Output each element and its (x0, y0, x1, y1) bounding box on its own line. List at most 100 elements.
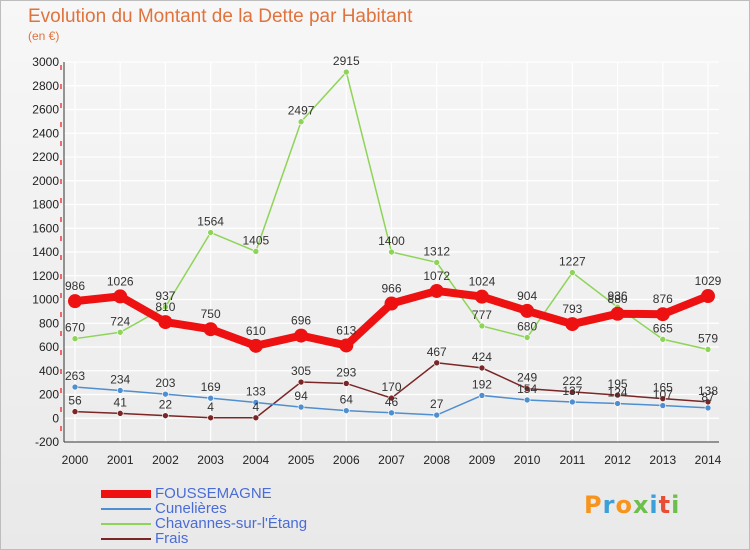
series-0-data-label: 880 (608, 292, 628, 306)
series-3-data-label: 293 (336, 365, 356, 379)
series-1-point (523, 396, 531, 404)
series-0-data-label: 966 (381, 282, 401, 296)
series-1-point (659, 402, 667, 409)
series-0-data-label: 986 (65, 279, 85, 293)
x-tick-label: 2003 (197, 453, 224, 467)
logo-letter: i (671, 491, 681, 519)
series-1-point (704, 404, 712, 412)
y-tick-label: 1200 (32, 269, 59, 283)
series-0-point (113, 289, 128, 304)
series-2-data-label: 937 (155, 289, 175, 303)
series-1-point (252, 399, 260, 406)
y-tick-label: 1000 (32, 293, 59, 307)
series-0-data-label: 1024 (469, 275, 496, 289)
series-1-data-label: 27 (430, 397, 444, 411)
series-0-data-label: 810 (155, 300, 175, 314)
series-2-point (71, 335, 79, 342)
y-tick-label: 2000 (32, 174, 59, 188)
series-2-point (704, 346, 712, 353)
series-0-point (474, 289, 489, 304)
y-tick-label: 1800 (32, 198, 59, 212)
x-tick-label: 2001 (107, 453, 134, 467)
series-1-point (116, 387, 124, 394)
series-0-point (429, 283, 444, 298)
series-2-data-label: 1312 (423, 244, 450, 258)
series-2-data-label: 1405 (243, 233, 270, 247)
legend-swatch-frais (101, 538, 151, 540)
series-3-data-label: 170 (381, 380, 401, 394)
series-0-point (384, 296, 399, 311)
x-tick-label: 2010 (514, 453, 541, 467)
series-3-point (569, 388, 576, 396)
series-0-point (158, 315, 173, 330)
x-tick-label: 2002 (152, 453, 179, 467)
series-1-data-label: 169 (201, 380, 221, 394)
legend-item-cunelieres: Cunelières (101, 501, 401, 517)
series-1-data-label: 263 (65, 369, 85, 383)
logo-letter: t (658, 491, 672, 519)
logo-letter: o (615, 491, 633, 519)
series-2-data-label: 1400 (378, 234, 405, 248)
series-0-point (655, 307, 670, 322)
series-2-point (162, 303, 169, 311)
series-0-point (339, 338, 354, 353)
series-3-data-label: 56 (68, 394, 82, 408)
series-2-data-label: 936 (608, 289, 628, 303)
series-0-point (68, 294, 82, 309)
series-0-data-label: 613 (336, 323, 356, 337)
y-tick-label: 2200 (32, 150, 59, 164)
series-0-data-label: 1072 (423, 269, 450, 283)
series-2-point (252, 248, 260, 255)
series-3-point (478, 364, 486, 372)
series-1-point (207, 394, 214, 402)
series-1-data-label: 234 (110, 372, 130, 386)
series-1-point (569, 398, 576, 406)
series-3-data-label: 138 (698, 384, 718, 398)
series-0-data-label: 876 (653, 292, 673, 306)
logo-letter: i (649, 491, 659, 519)
series-3-data-label: 4 (207, 400, 214, 414)
x-tick-label: 2013 (649, 453, 676, 467)
x-tick-label: 2008 (423, 453, 450, 467)
y-tick-label: 3000 (32, 55, 59, 69)
x-tick-label: 2014 (695, 453, 722, 467)
y-tick-label: -200 (35, 435, 59, 449)
chart-unit-label: (en €) (28, 29, 60, 43)
y-tick-label: 1600 (32, 221, 59, 235)
series-2-point (523, 334, 531, 341)
series-3-point (433, 359, 441, 367)
series-2-point (388, 248, 395, 256)
legend-label-chavannes: Chavannes-sur-l'Étang (155, 515, 308, 532)
y-tick-label: 0 (52, 411, 59, 425)
series-3-point (659, 395, 667, 402)
series-1-point (71, 383, 79, 391)
series-1-data-label: 154 (517, 382, 537, 396)
y-tick-label: 2800 (32, 79, 59, 93)
series-3-data-label: 305 (291, 364, 311, 378)
series-2-data-label: 1227 (559, 255, 586, 269)
series-2-data-label: 1564 (197, 215, 224, 229)
y-tick-label: 1400 (32, 245, 59, 259)
series-1-data-label: 94 (294, 389, 308, 403)
x-tick-label: 2000 (62, 453, 89, 467)
series-0-point (294, 328, 309, 343)
series-3-point (207, 414, 214, 422)
x-tick-label: 2011 (559, 453, 585, 467)
series-2-point (659, 335, 667, 343)
series-2-point (569, 269, 576, 276)
series-3-point (523, 385, 531, 392)
series-1-data-label: 137 (562, 384, 582, 398)
series-1-data-label: 46 (385, 395, 399, 409)
series-0-point (565, 317, 580, 332)
legend-item-foussemagne: FOUSSEMAGNE (101, 485, 401, 502)
logo-letter: x (632, 491, 650, 519)
x-tick-label: 2009 (469, 453, 496, 467)
series-1-data-label: 64 (340, 393, 354, 407)
legend-label-foussemagne: FOUSSEMAGNE (155, 485, 272, 502)
series-1-data-label: 203 (155, 376, 175, 390)
x-tick-label: 2006 (333, 453, 360, 467)
x-tick-label: 2005 (288, 453, 315, 467)
series-1-data-label: 133 (246, 384, 266, 398)
